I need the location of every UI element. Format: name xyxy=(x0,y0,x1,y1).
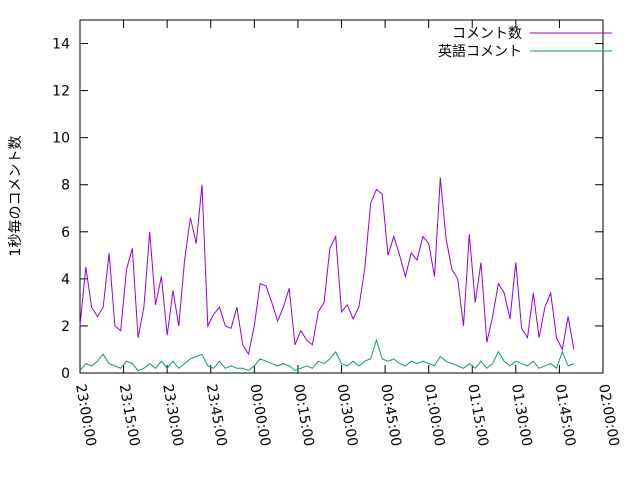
y-tick-label: 0 xyxy=(61,366,70,382)
x-tick-label: 00:00:00 xyxy=(246,383,273,448)
x-tick-label: 01:00:00 xyxy=(421,383,448,448)
x-tick-label: 23:45:00 xyxy=(203,383,230,448)
legend-label: 英語コメント xyxy=(438,43,522,60)
y-tick-label: 12 xyxy=(52,84,70,100)
y-axis-label: 1秒毎のコメント数 xyxy=(8,136,24,257)
x-tick-label: 02:00:00 xyxy=(595,383,622,448)
plot-frame xyxy=(79,19,604,374)
series-line xyxy=(79,177,575,356)
y-tick-label: 10 xyxy=(52,131,70,147)
x-tick-label: 00:15:00 xyxy=(290,383,317,448)
x-tick-label: 01:15:00 xyxy=(464,383,491,448)
x-tick-label: 01:45:00 xyxy=(551,383,578,448)
x-tick-label: 00:30:00 xyxy=(334,383,361,448)
y-tick-label: 6 xyxy=(61,225,70,241)
y-tick-label: 4 xyxy=(61,272,70,288)
x-tick-label: 23:30:00 xyxy=(159,383,186,448)
y-tick-label: 2 xyxy=(61,319,70,335)
y-tick-label: 14 xyxy=(52,37,70,53)
series-line xyxy=(79,338,575,372)
x-tick-label: 00:45:00 xyxy=(377,383,404,448)
legend-label: コメント数 xyxy=(452,26,522,42)
x-tick-label: 23:00:00 xyxy=(72,383,99,448)
y-tick-label: 8 xyxy=(61,178,70,194)
x-tick-label: 23:15:00 xyxy=(116,383,143,448)
x-tick-label: 01:30:00 xyxy=(508,383,535,448)
